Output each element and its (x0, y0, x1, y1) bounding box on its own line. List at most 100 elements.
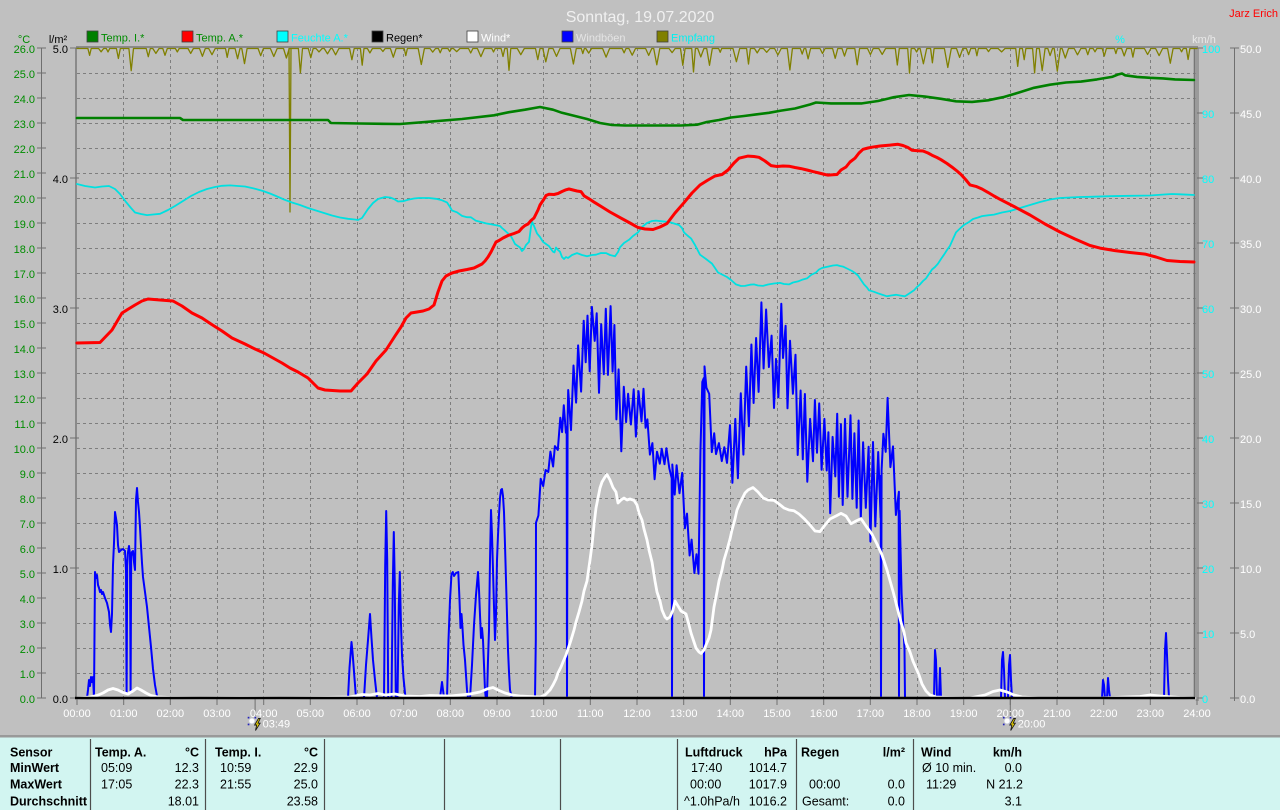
svg-text:50: 50 (1202, 369, 1214, 381)
svg-text:12.3: 12.3 (175, 761, 199, 775)
svg-text:21:55: 21:55 (220, 778, 251, 792)
svg-text:Ø 10 min.: Ø 10 min. (922, 761, 976, 775)
svg-text:18.01: 18.01 (168, 795, 199, 809)
svg-text:°C: °C (304, 746, 318, 760)
svg-text:21.0: 21.0 (14, 169, 35, 181)
svg-text:5.0: 5.0 (53, 44, 68, 56)
svg-text:Wind: Wind (921, 746, 951, 760)
svg-text:17:00: 17:00 (857, 708, 885, 720)
svg-text:30.0: 30.0 (1240, 304, 1261, 316)
svg-text:3.0: 3.0 (53, 304, 68, 316)
svg-text:70: 70 (1202, 239, 1214, 251)
svg-text:Feuchte A.*: Feuchte A.* (291, 33, 349, 45)
svg-text:25.0: 25.0 (14, 69, 35, 81)
svg-text:80: 80 (1202, 174, 1214, 186)
svg-text:17:40: 17:40 (691, 761, 722, 775)
svg-text:hPa: hPa (764, 746, 788, 760)
svg-text:3.0: 3.0 (20, 619, 35, 631)
svg-text:23.0: 23.0 (14, 119, 35, 131)
svg-text:Empfang: Empfang (671, 33, 715, 45)
svg-text:12.0: 12.0 (14, 394, 35, 406)
svg-text:10: 10 (1202, 629, 1214, 641)
svg-text:35.0: 35.0 (1240, 239, 1261, 251)
svg-text:08:00: 08:00 (437, 708, 465, 720)
svg-text:40.0: 40.0 (1240, 174, 1261, 186)
svg-text:km/h: km/h (993, 746, 1022, 760)
svg-text:°C: °C (185, 746, 199, 760)
svg-text:0.0: 0.0 (888, 778, 905, 792)
svg-text:22:00: 22:00 (1090, 708, 1118, 720)
svg-text:1017.9: 1017.9 (749, 778, 787, 792)
svg-text:60: 60 (1202, 304, 1214, 316)
svg-text:5.0: 5.0 (1240, 629, 1255, 641)
svg-text:00:00: 00:00 (63, 708, 91, 720)
svg-text:18:00: 18:00 (903, 708, 931, 720)
svg-text:18.0: 18.0 (14, 244, 35, 256)
svg-text:1014.7: 1014.7 (749, 761, 787, 775)
svg-text:20: 20 (1202, 564, 1214, 576)
svg-text:4.0: 4.0 (53, 174, 68, 186)
svg-text:16.0: 16.0 (14, 294, 35, 306)
svg-text:03:00: 03:00 (203, 708, 231, 720)
svg-text:Durchschnitt: Durchschnitt (10, 795, 88, 809)
svg-text:3.1: 3.1 (1005, 795, 1022, 809)
svg-text:MaxWert: MaxWert (10, 778, 63, 792)
svg-text:25.0: 25.0 (294, 778, 318, 792)
svg-text:30: 30 (1202, 499, 1214, 511)
svg-text:24.0: 24.0 (14, 94, 35, 106)
svg-text:100: 100 (1202, 44, 1220, 56)
svg-text:0.0: 0.0 (20, 694, 35, 706)
svg-text:l/m²: l/m² (883, 746, 905, 760)
svg-text:15:00: 15:00 (763, 708, 791, 720)
svg-text:19:00: 19:00 (950, 708, 978, 720)
svg-text:24:00: 24:00 (1183, 708, 1211, 720)
svg-text:22.3: 22.3 (175, 778, 199, 792)
svg-text:25.0: 25.0 (1240, 369, 1261, 381)
svg-text:05:00: 05:00 (297, 708, 325, 720)
svg-text:%: % (1115, 34, 1125, 46)
svg-text:Jarz Erich: Jarz Erich (1229, 8, 1278, 20)
svg-text:17.0: 17.0 (14, 269, 35, 281)
svg-text:2.0: 2.0 (20, 644, 35, 656)
svg-text:14:00: 14:00 (717, 708, 745, 720)
svg-text:5.0: 5.0 (20, 569, 35, 581)
svg-text:10:00: 10:00 (530, 708, 558, 720)
svg-text:11:00: 11:00 (577, 708, 604, 720)
svg-text:Regen: Regen (801, 746, 839, 760)
svg-text:4.0: 4.0 (20, 594, 35, 606)
svg-text:10.0: 10.0 (14, 444, 35, 456)
svg-text:10:59: 10:59 (220, 761, 251, 775)
svg-text:00:00: 00:00 (809, 778, 840, 792)
svg-text:15.0: 15.0 (1240, 499, 1261, 511)
svg-text:15.0: 15.0 (14, 319, 35, 331)
svg-text:l/m²: l/m² (49, 34, 68, 46)
svg-text:Sonntag, 19.07.2020: Sonntag, 19.07.2020 (566, 9, 715, 26)
svg-text:07:00: 07:00 (390, 708, 418, 720)
svg-text:^1.0hPa/h: ^1.0hPa/h (684, 795, 740, 809)
svg-text:22.0: 22.0 (14, 144, 35, 156)
svg-text:13.0: 13.0 (14, 369, 35, 381)
svg-text:40: 40 (1202, 434, 1214, 446)
svg-text:17:05: 17:05 (101, 778, 132, 792)
svg-text:45.0: 45.0 (1240, 109, 1261, 121)
svg-text:00:00: 00:00 (690, 778, 721, 792)
svg-text:23.58: 23.58 (287, 795, 318, 809)
svg-text:11.0: 11.0 (14, 419, 35, 431)
svg-text:7.0: 7.0 (20, 519, 35, 531)
svg-text:Luftdruck: Luftdruck (685, 746, 743, 760)
svg-text:8.0: 8.0 (20, 494, 35, 506)
svg-text:0.0: 0.0 (53, 694, 68, 706)
svg-text:13:00: 13:00 (670, 708, 698, 720)
svg-text:09:00: 09:00 (483, 708, 511, 720)
svg-text:6.0: 6.0 (20, 544, 35, 556)
svg-text:03:49: 03:49 (263, 719, 291, 731)
svg-text:20.0: 20.0 (1240, 434, 1261, 446)
svg-text:0.0: 0.0 (1005, 761, 1022, 775)
svg-text:1.0: 1.0 (53, 564, 68, 576)
svg-text:°C: °C (18, 34, 30, 46)
svg-text:04:00: 04:00 (250, 708, 278, 720)
svg-text:1.0: 1.0 (20, 669, 35, 681)
svg-text:20:00: 20:00 (1018, 719, 1046, 731)
svg-text:26.0: 26.0 (14, 44, 35, 56)
svg-text:1016.2: 1016.2 (749, 795, 787, 809)
